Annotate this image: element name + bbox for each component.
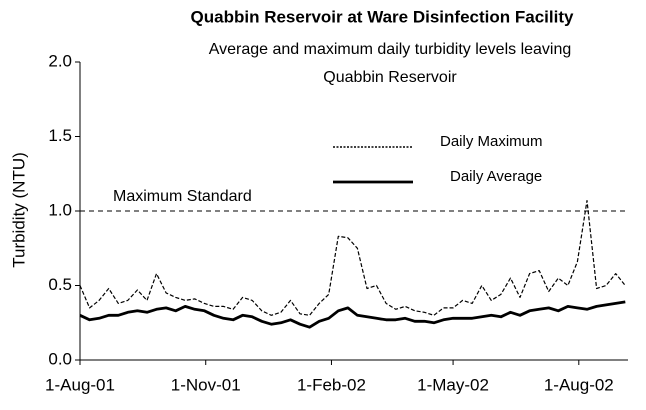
reference-label: Maximum Standard (113, 188, 252, 205)
y-tick-label: 0.5 (48, 275, 72, 294)
x-tick-label: 1-May-02 (417, 375, 489, 394)
chart-subtitle: Average and maximum daily turbidity leve… (209, 41, 572, 58)
y-axis-label: Turbidity (NTU) (9, 152, 28, 268)
x-tick-label: 1-Feb-02 (297, 375, 366, 394)
legend-label: Daily Average (450, 168, 542, 185)
legend-label: Daily Maximum (440, 133, 543, 150)
x-tick-label: 1-Aug-01 (45, 375, 115, 394)
series-line (79, 300, 626, 329)
y-tick-label: 1.5 (48, 126, 72, 145)
y-tick-label: 1.0 (48, 200, 72, 219)
x-tick-label: 1-Nov-01 (171, 375, 241, 394)
chart-title: Quabbin Reservoir at Ware Disinfection F… (191, 7, 574, 26)
y-tick-label: 2.0 (48, 51, 72, 70)
chart-subtitle: Quabbin Reservoir (323, 69, 457, 86)
x-tick-label: 1-Aug-02 (544, 375, 614, 394)
y-tick-label: 0.0 (48, 349, 72, 368)
series-line (79, 200, 626, 316)
